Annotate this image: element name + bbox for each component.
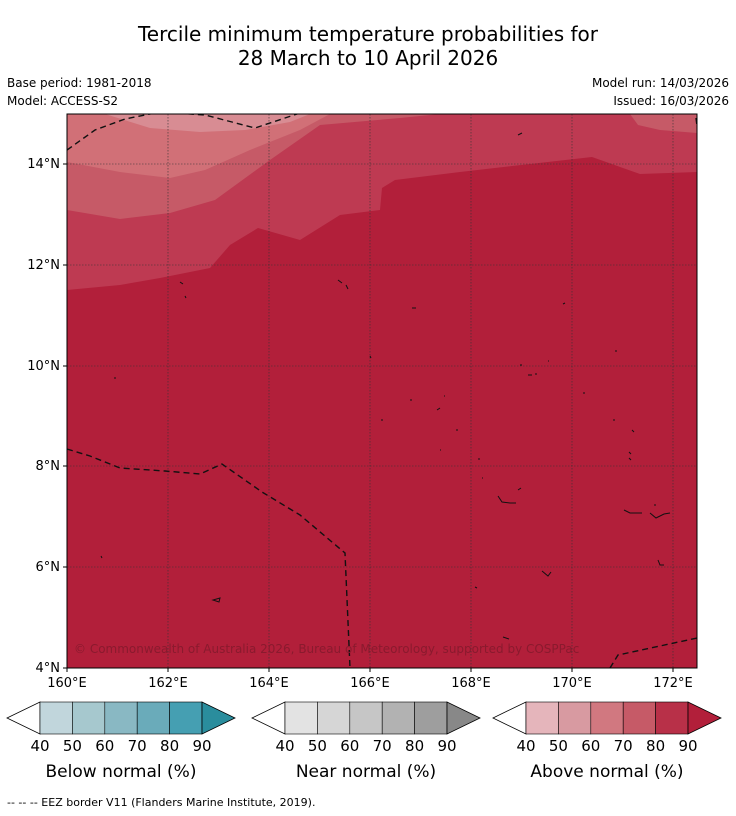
colorbar-swatch <box>525 701 559 735</box>
colorbar-swatch <box>590 701 624 735</box>
colorbar-tick-label: 90 <box>192 737 211 755</box>
colorbar-extend-high <box>201 701 236 735</box>
model-run: Model run: 14/03/2026 <box>591 76 729 90</box>
colorbar-tick-label: 60 <box>340 737 359 755</box>
colorbar-below-label: Below normal (%) <box>45 762 197 782</box>
colorbar-tick-label: 60 <box>95 737 114 755</box>
lon-tick-label: 168°E <box>451 676 491 691</box>
colorbar-above-label: Above normal (%) <box>530 762 684 782</box>
colorbar-above: 40 50 60 70 80 90 <box>492 701 722 755</box>
lon-tick-labels: 160°E 162°E 164°E 166°E 168°E 170°E 172°… <box>47 676 693 691</box>
colorbar-extend-high <box>446 701 481 735</box>
colorbar-tick-label: 80 <box>160 737 179 755</box>
map-frame <box>66 113 698 669</box>
colorbar-swatch <box>414 701 448 735</box>
title-line-1: Tercile minimum temperature probabilitie… <box>137 22 599 46</box>
lat-tick-label: 12°N <box>27 258 60 273</box>
eez-footer-note: -- -- -- EEZ border V11 (Flanders Marine… <box>7 796 316 809</box>
colorbar-swatch <box>72 701 106 735</box>
lon-tick-label: 162°E <box>148 676 188 691</box>
colorbar-tick-label: 70 <box>373 737 392 755</box>
colorbar-swatch <box>136 701 170 735</box>
colorbar-tick-label: 50 <box>549 737 568 755</box>
colorbar-tick-label: 70 <box>614 737 633 755</box>
colorbar-swatch <box>655 701 689 735</box>
colorbar-tick-label: 40 <box>30 737 49 755</box>
issued-date: Issued: 16/03/2026 <box>613 94 729 108</box>
colorbar-near: 40 50 60 70 80 90 <box>251 701 481 755</box>
colorbar-tick-label: 50 <box>63 737 82 755</box>
colorbar-swatch <box>284 701 318 735</box>
probability-field <box>67 114 697 668</box>
lat-tick-labels: 14°N 12°N 10°N 8°N 6°N 4°N <box>27 157 60 676</box>
lon-tick-label: 160°E <box>47 676 87 691</box>
colorbar-tick-label: 40 <box>516 737 535 755</box>
lat-tick-label: 8°N <box>36 459 61 474</box>
base-period: Base period: 1981-2018 <box>7 76 152 90</box>
title-line-2: 28 March to 10 April 2026 <box>237 46 499 70</box>
lon-tick-label: 164°E <box>249 676 289 691</box>
islands <box>100 132 671 640</box>
gridlines <box>67 114 697 668</box>
model-name: Model: ACCESS-S2 <box>7 94 119 108</box>
colorbar-extend-high <box>687 701 722 735</box>
lat-tick-label: 14°N <box>27 157 60 172</box>
lon-tick-label: 170°E <box>552 676 592 691</box>
band-60 <box>67 114 330 178</box>
band-50 <box>105 114 310 132</box>
colorbar-swatch <box>317 701 351 735</box>
colorbar-tick-label: 90 <box>437 737 456 755</box>
colorbar-tick-label: 90 <box>678 737 697 755</box>
meta-left: Base period: 1981-2018 Model: ACCESS-S2 <box>7 74 152 110</box>
colorbar-swatch <box>349 701 383 735</box>
colorbar-tick-label: 80 <box>646 737 665 755</box>
colorbar-extend-low <box>251 701 286 735</box>
colorbar-tick-label: 70 <box>128 737 147 755</box>
lat-tick-label: 10°N <box>27 359 60 374</box>
lon-tick-label: 172°E <box>653 676 693 691</box>
band-70-east <box>630 114 697 133</box>
colorbar-swatch <box>39 701 73 735</box>
colorbar-swatch <box>622 701 656 735</box>
lat-tick-label: 4°N <box>36 661 61 676</box>
lon-tick-label: 166°E <box>350 676 390 691</box>
colorbar-tick-label: 50 <box>308 737 327 755</box>
colorbar-swatch <box>381 701 415 735</box>
meta-right: Model run: 14/03/2026 Issued: 16/03/2026 <box>592 74 729 110</box>
lat-tick-label: 6°N <box>36 560 61 575</box>
colorbar-extend-low <box>492 701 527 735</box>
lat-tick-marks <box>63 163 67 669</box>
colorbar-near-label: Near normal (%) <box>295 762 437 782</box>
lon-tick-marks <box>66 668 674 672</box>
colorbar-extend-low <box>6 701 41 735</box>
colorbar-below: 40 50 60 70 80 90 <box>6 701 236 755</box>
colorbar-swatch <box>558 701 592 735</box>
colorbar-swatch <box>169 701 203 735</box>
colorbar-tick-label: 40 <box>275 737 294 755</box>
copyright-text: © Commonwealth of Australia 2026, Bureau… <box>74 642 579 656</box>
chart-title: Tercile minimum temperature probabilitie… <box>0 22 736 70</box>
colorbar-tick-label: 60 <box>581 737 600 755</box>
colorbar-tick-label: 80 <box>405 737 424 755</box>
colorbar-swatch <box>104 701 138 735</box>
